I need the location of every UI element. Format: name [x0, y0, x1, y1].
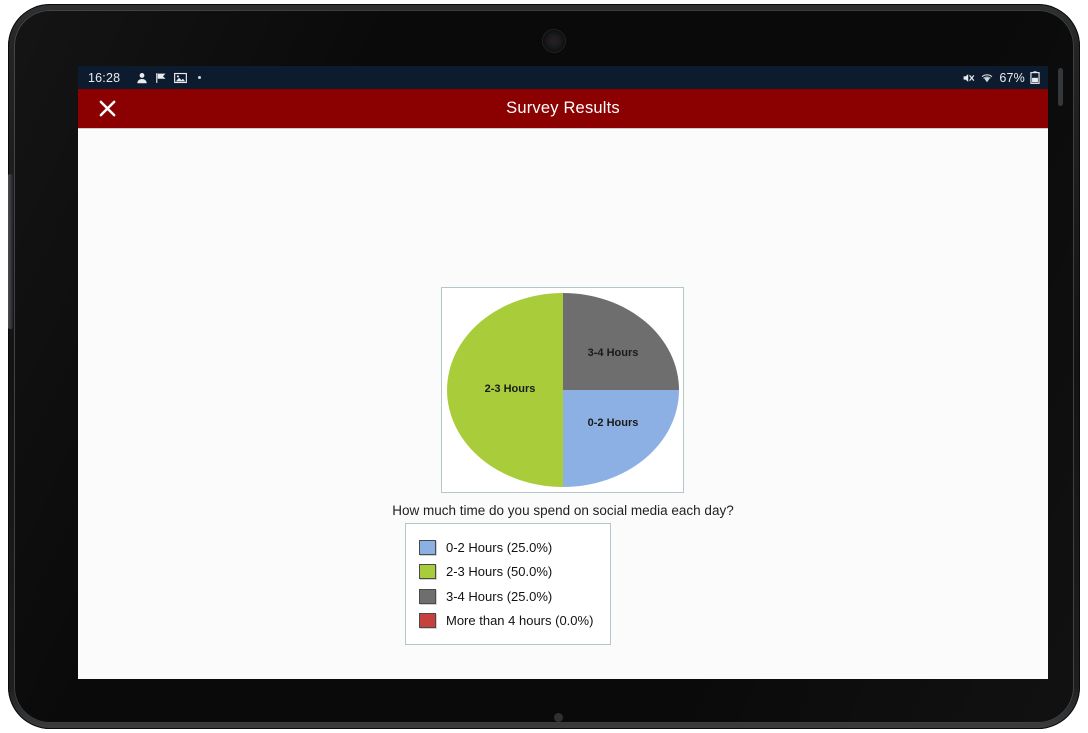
pie-slice-0-2-hours[interactable]	[562, 390, 679, 487]
status-bar-left: 16:28	[88, 71, 962, 85]
home-indicator-dot[interactable]	[554, 713, 563, 722]
battery-percent-label: 67%	[999, 70, 1025, 85]
close-icon[interactable]	[92, 94, 122, 124]
legend-item[interactable]: More than 4 hours (0.0%)	[419, 609, 598, 634]
person-icon	[136, 72, 148, 84]
status-bar: 16:28	[78, 66, 1048, 89]
battery-icon	[1030, 71, 1040, 84]
legend-swatch-2-3-hours	[419, 564, 436, 580]
legend-item[interactable]: 2-3 Hours (50.0%)	[419, 560, 598, 585]
app-bar: Survey Results	[78, 89, 1048, 129]
legend-label: 0-2 Hours (25.0%)	[446, 539, 553, 555]
pie-slice-2-3-hours[interactable]	[446, 293, 563, 487]
page-title: Survey Results	[506, 99, 620, 117]
legend-label: 2-3 Hours (50.0%)	[446, 564, 553, 580]
pie-chart-container: 3-4 Hours 0-2 Hours 2-3 Hours	[441, 287, 684, 493]
chart-question-label: How much time do you spend on social med…	[392, 503, 734, 518]
survey-results-content: 3-4 Hours 0-2 Hours 2-3 Hours How much t…	[78, 129, 1048, 679]
camera-lens	[551, 38, 557, 44]
tablet-device-frame: 16:28	[8, 4, 1080, 729]
dot-icon	[198, 76, 202, 79]
mute-icon	[962, 72, 975, 84]
legend-swatch-0-2-hours	[419, 539, 436, 555]
pie-label-0-2-hours: 0-2 Hours	[587, 417, 638, 429]
pie-slice-3-4-hours[interactable]	[562, 293, 679, 390]
status-bar-right: 67%	[962, 71, 1040, 85]
pie-label-3-4-hours: 3-4 Hours	[587, 347, 638, 359]
pie-label-2-3-hours: 2-3 Hours	[484, 383, 535, 395]
device-bezel: 16:28	[14, 10, 1074, 723]
image-icon	[174, 72, 188, 84]
speaker-slot	[1058, 68, 1063, 106]
chart-legend: 0-2 Hours (25.0%) 2-3 Hours (50.0%) 3-4 …	[405, 523, 611, 645]
front-camera-icon	[543, 30, 565, 52]
wifi-icon	[980, 72, 994, 84]
legend-swatch-more-than-4-hours	[419, 613, 436, 629]
pie-chart: 3-4 Hours 0-2 Hours 2-3 Hours	[446, 293, 679, 487]
device-screen: 16:28	[78, 66, 1048, 679]
legend-item[interactable]: 0-2 Hours (25.0%)	[419, 535, 598, 560]
legend-label: 3-4 Hours (25.0%)	[446, 588, 553, 604]
device-side-button[interactable]	[8, 174, 13, 329]
flag-icon	[155, 72, 167, 84]
status-bar-clock: 16:28	[88, 70, 121, 85]
legend-label: More than 4 hours (0.0%)	[446, 613, 594, 629]
legend-item[interactable]: 3-4 Hours (25.0%)	[419, 584, 598, 609]
legend-swatch-3-4-hours	[419, 588, 436, 604]
